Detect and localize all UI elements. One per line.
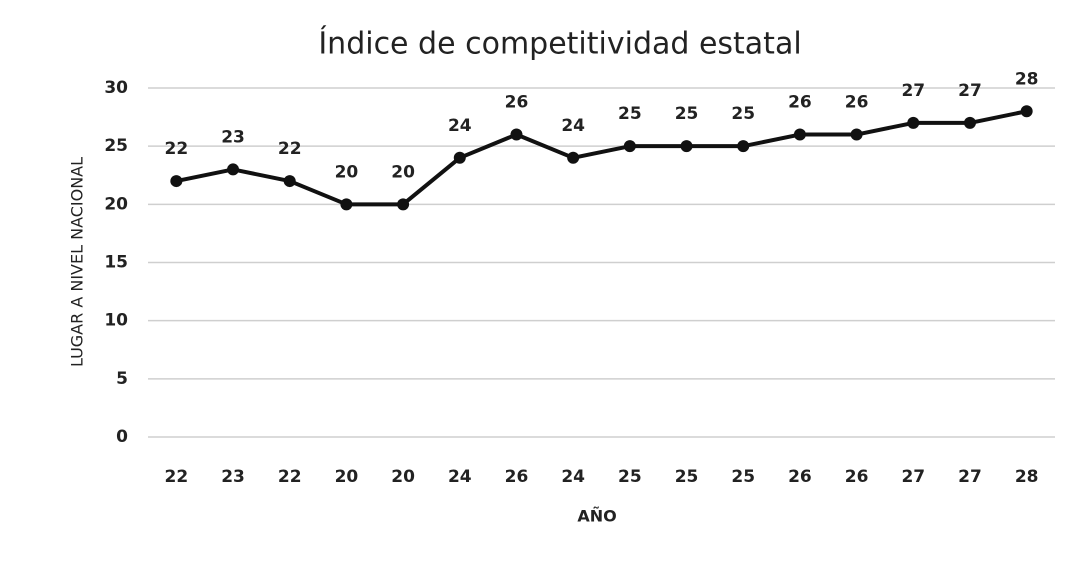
line [175, 109, 1028, 207]
x-tick-label: 25 [731, 467, 755, 487]
data-label: 26 [788, 93, 812, 113]
x-tick-label: 25 [618, 467, 642, 487]
marker [170, 175, 183, 188]
x-tick-label: 26 [505, 467, 529, 487]
marker [567, 151, 580, 164]
data-label: 27 [901, 81, 925, 101]
y-tick-label: 20 [104, 194, 128, 214]
x-axis-title: AÑO [577, 507, 616, 526]
marker [623, 140, 636, 153]
data-label: 25 [675, 104, 699, 124]
x-tick-label: 24 [561, 467, 585, 487]
x-tick-label: 24 [448, 467, 472, 487]
marker [737, 140, 750, 153]
marker [397, 198, 410, 211]
marker [963, 116, 976, 129]
data-label: 27 [958, 81, 982, 101]
chart-title: Índice de competitividad estatal [318, 26, 801, 62]
y-tick-label: 15 [104, 253, 128, 273]
x-tick-label: 25 [675, 467, 699, 487]
data-label: 28 [1015, 69, 1039, 89]
marker [340, 198, 353, 211]
y-tick-label: 5 [116, 369, 128, 389]
data-label: 23 [221, 127, 245, 147]
x-tick-label: 27 [901, 467, 925, 487]
x-tick-label: 22 [278, 467, 302, 487]
y-tick-label: 0 [116, 427, 128, 447]
y-tick-label: 10 [104, 311, 128, 331]
data-label: 25 [618, 104, 642, 124]
data-label: 20 [335, 162, 359, 182]
marker [453, 151, 466, 164]
y-tick-label: 30 [104, 78, 128, 98]
x-tick-label: 20 [391, 467, 415, 487]
y-tick-label: 25 [104, 136, 128, 156]
data-label: 24 [561, 116, 585, 136]
x-tick-label: 20 [335, 467, 359, 487]
data-label: 26 [845, 93, 869, 113]
data-label: 24 [448, 116, 472, 136]
x-tick-label: 23 [221, 467, 245, 487]
x-tick-label: 26 [788, 467, 812, 487]
marker [1020, 105, 1033, 118]
data-label: 26 [505, 93, 529, 113]
marker [850, 128, 863, 141]
x-tick-label: 28 [1015, 467, 1039, 487]
y-axis-title: LUGAR A NIVEL NACIONAL [68, 157, 87, 367]
data-label: 22 [165, 139, 189, 159]
marker [907, 116, 920, 129]
marker [283, 175, 296, 188]
data-label: 25 [731, 104, 755, 124]
marker [793, 128, 806, 141]
data-label: 20 [391, 162, 415, 182]
marker [680, 140, 693, 153]
x-tick-label: 27 [958, 467, 982, 487]
x-tick-label: 26 [845, 467, 869, 487]
marker [510, 128, 523, 141]
x-tick-label: 22 [165, 467, 189, 487]
marker [227, 163, 240, 176]
data-label: 22 [278, 139, 302, 159]
